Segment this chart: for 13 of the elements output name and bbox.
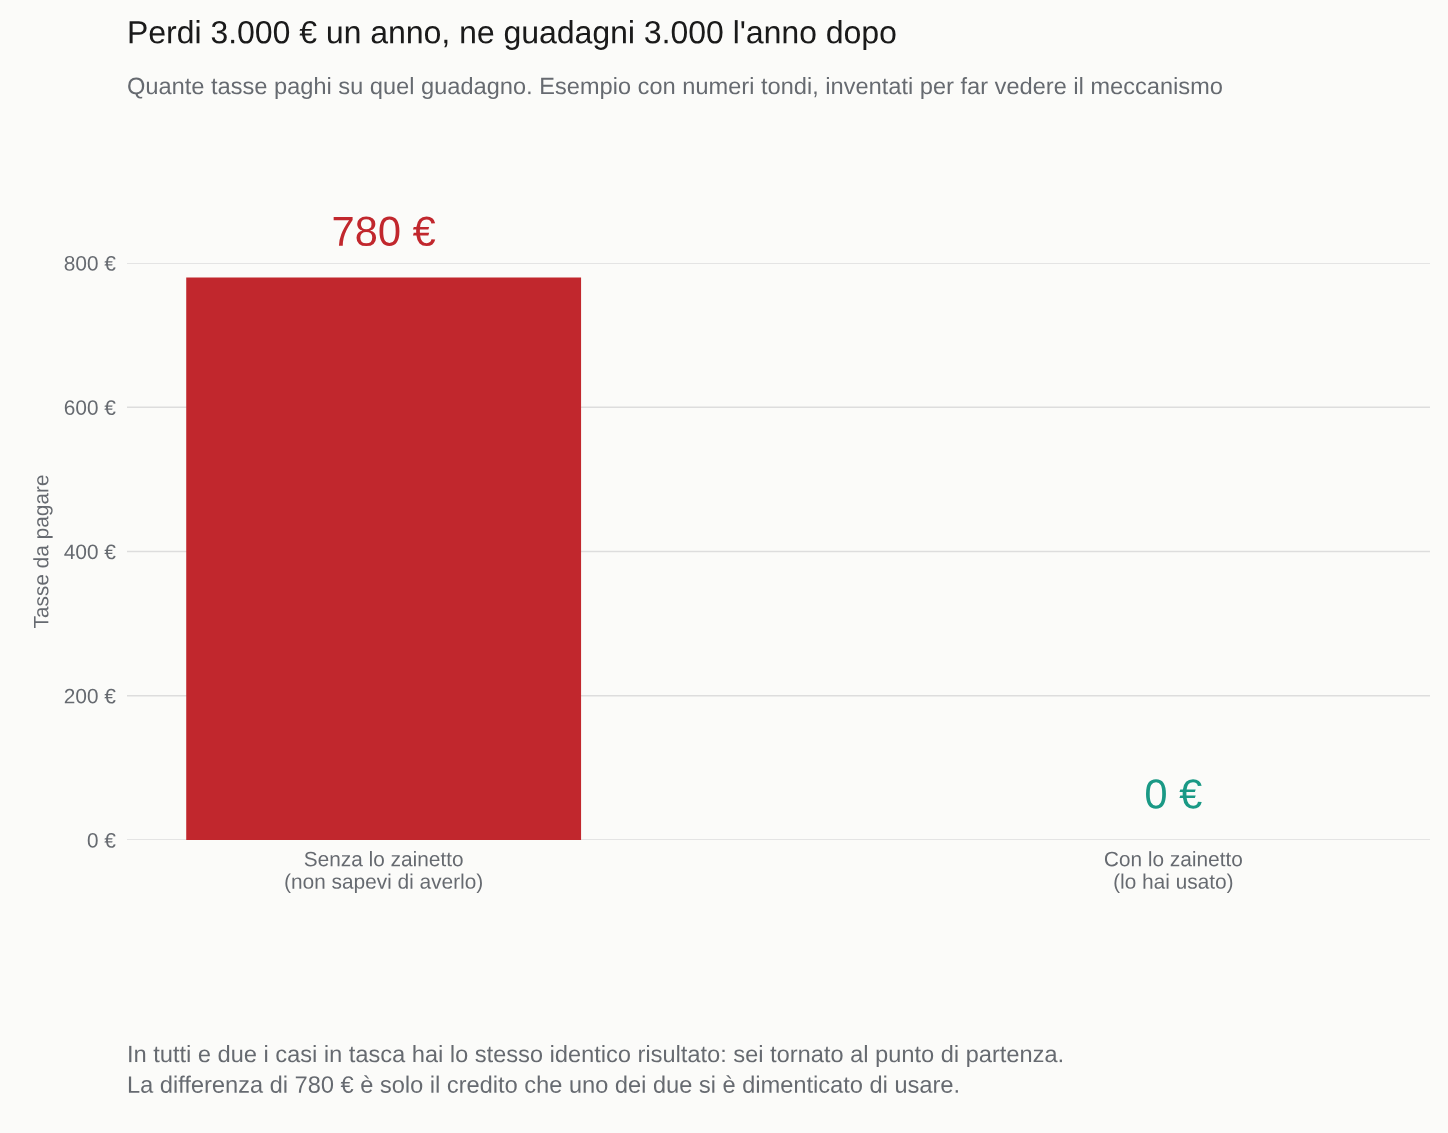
x-tick-label: Con lo zainetto (lo hai usato) [1104, 851, 1242, 893]
y-tick-label: 800 € [64, 256, 116, 271]
y-tick-label: 200 € [64, 688, 116, 704]
y-tick-label: 0 € [87, 833, 116, 848]
y-tick-label: 400 € [64, 544, 116, 560]
data-label: 780 € [333, 216, 436, 247]
text: In tutti e due i casi in tasca hai lo stesso identico risultato: sei tornato al punto di partenza. La differenza di 780 € è solo il credito che uno dei due si è dimenticato di usare. [128, 1045, 1062, 1093]
data-label: 0 € [1146, 779, 1202, 809]
chart-subtitle: Quante tasse paghi su quel guadagno. Esempio con numeri tondi, inventati per far vedere il meccanismo [128, 77, 1222, 100]
chart-title: Perdi 3.000 € un anno, ne guadagni 3.000 l'anno dopo [129, 20, 896, 50]
y-tick-label: 600 € [64, 400, 116, 415]
x-tick-label: Senza lo zainetto (non sapevi di averlo) [285, 851, 482, 893]
y-axis-title: Tasse da pagare [33, 475, 53, 629]
